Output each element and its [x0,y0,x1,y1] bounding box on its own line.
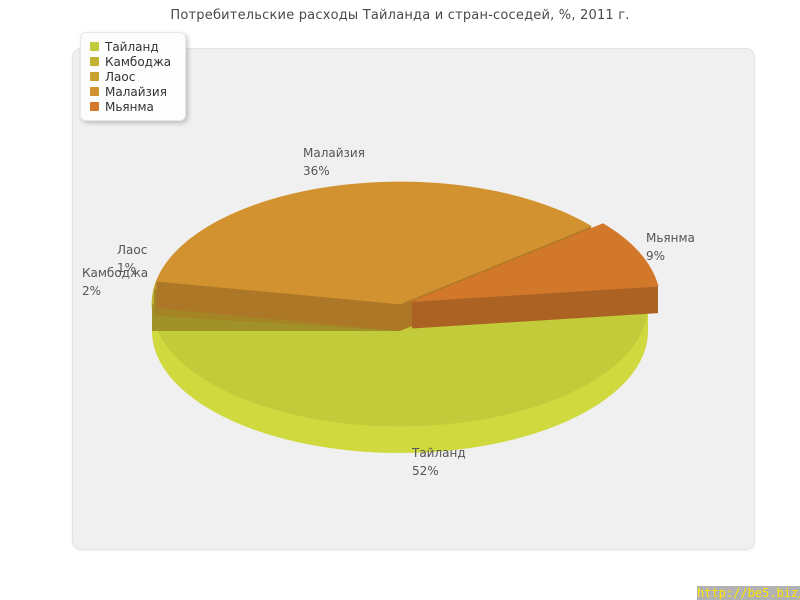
legend-item-label: Мьянма [105,99,154,114]
slice-label-myanmar: Мьянма 9% [646,229,695,265]
watermark-link[interactable]: http://be5.biz/ [697,586,800,600]
legend-swatch-icon [90,72,99,81]
legend-item-cambodia[interactable]: Камбоджа [90,54,171,69]
slice-label-thailand: Тайланд 52% [412,444,466,480]
slice-label-name: Малайзия [303,146,365,160]
slice-label-cambodia: Камбоджа 2% [82,264,148,300]
legend-item-label: Лаос [105,69,136,84]
chart-title: Потребительские расходы Тайланда и стран… [170,8,630,23]
legend-item-label: Камбоджа [105,54,172,69]
pie-slice-side [156,281,400,331]
slice-label-laos: Лаос 1% [117,241,147,277]
legend-swatch-icon [90,42,99,51]
legend-swatch-icon [90,102,99,111]
slice-label-value: 9% [646,249,666,263]
slice-label-value: 36% [303,164,330,178]
legend-item-thailand[interactable]: Тайланд [90,39,171,54]
slice-label-name: Мьянма [646,231,695,245]
slice-label-value: 2% [82,284,102,298]
legend: Тайланд Камбоджа Лаос Малайзия Мьянма [80,32,187,121]
legend-item-label: Малайзия [105,84,167,99]
legend-swatch-icon [90,87,99,96]
slice-label-name: Тайланд [412,446,466,460]
slice-label-name: Камбоджа [82,266,149,280]
slice-label-value: 52% [412,464,439,478]
legend-item-malaysia[interactable]: Малайзия [90,84,171,99]
legend-item-laos[interactable]: Лаос [90,69,171,84]
slice-label-name: Лаос [117,243,148,257]
legend-item-myanmar[interactable]: Мьянма [90,99,171,114]
pie-slice-Малайзия[interactable] [155,181,592,305]
legend-swatch-icon [90,57,99,66]
slice-label-value: 1% [117,261,137,275]
slice-label-malaysia: Малайзия 36% [303,144,365,180]
pie-slice-Мьянма[interactable] [411,223,659,302]
pie-slice-rim [152,304,648,453]
pie-slice-side [411,286,658,329]
legend-item-label: Тайланд [105,39,159,54]
